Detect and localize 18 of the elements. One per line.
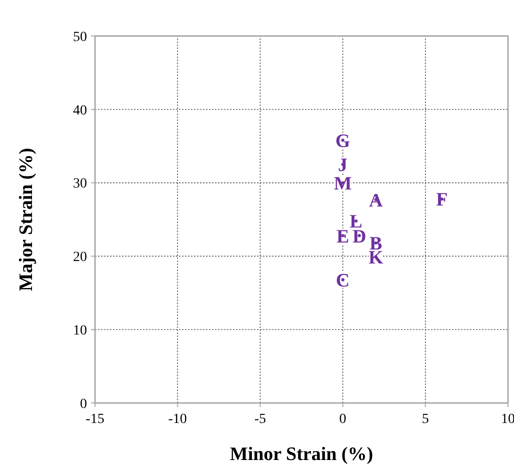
x-axis-title: Minor Strain (%) (230, 444, 374, 465)
x-tick-label: -10 (168, 412, 187, 427)
x-tick-label: -15 (86, 412, 104, 427)
y-tick-label: 30 (73, 176, 87, 192)
series-label: C (336, 270, 350, 292)
y-tick-label: 20 (73, 250, 87, 266)
y-axis-title: Major Strain (%) (16, 148, 37, 292)
y-tick-label: 10 (73, 324, 87, 338)
x-tick-label: -5 (254, 412, 266, 427)
x-tick-label: 5 (422, 412, 429, 427)
y-tick-label: 0 (80, 396, 87, 412)
series-label: E (336, 226, 350, 248)
series-label: M (334, 173, 352, 194)
series-label: A (368, 190, 383, 212)
y-tick-label: 50 (73, 30, 87, 45)
series-label: G (335, 130, 350, 152)
x-tick-label: 0 (339, 412, 346, 427)
y-tick-label: 40 (73, 103, 87, 118)
